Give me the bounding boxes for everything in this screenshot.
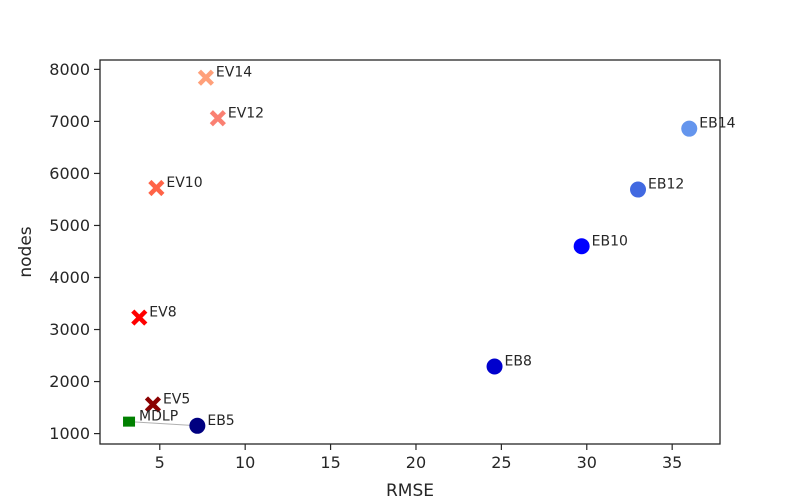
plot-area xyxy=(100,60,720,444)
label-ev14: EV14 xyxy=(216,65,252,81)
point-labels: EV14 EV12 EV10 EV8 EV5 MDLP EB5 EB8 EB10 EB12 EB14 xyxy=(139,65,736,429)
label-ev12: EV12 xyxy=(228,105,264,121)
y-axis: 1000 2000 3000 4000 5000 6000 7000 8000 xyxy=(49,60,100,443)
y-tick-label: 1000 xyxy=(49,424,90,443)
x-tick-label: 5 xyxy=(155,453,165,472)
x-axis-title: RMSE xyxy=(386,481,434,500)
x-tick-label: 10 xyxy=(235,453,255,472)
point-eb10 xyxy=(573,238,590,255)
y-tick-label: 3000 xyxy=(49,320,90,339)
y-tick-label: 2000 xyxy=(49,372,90,391)
point-ev8 xyxy=(131,309,148,326)
x-tick-label: 20 xyxy=(406,453,426,472)
point-mdlp xyxy=(123,416,136,427)
y-tick-label: 6000 xyxy=(49,164,90,183)
point-eb14 xyxy=(681,120,698,137)
point-ev12 xyxy=(209,110,226,127)
label-ev5: EV5 xyxy=(163,391,190,407)
points-layer xyxy=(123,69,698,434)
label-ev10: EV10 xyxy=(166,175,202,191)
point-ev14 xyxy=(197,69,214,86)
label-mdlp: MDLP xyxy=(139,409,178,425)
label-eb12: EB12 xyxy=(648,177,684,193)
x-axis: 5 10 15 20 25 30 35 xyxy=(155,444,682,472)
connector-layer xyxy=(129,421,198,427)
y-tick-label: 5000 xyxy=(49,216,90,235)
point-eb5 xyxy=(189,417,206,434)
point-eb12 xyxy=(630,181,647,198)
x-tick-label: 25 xyxy=(491,453,511,472)
point-ev10 xyxy=(148,179,165,197)
x-tick-label: 35 xyxy=(662,453,682,472)
y-axis-title: nodes xyxy=(16,226,36,277)
y-tick-label: 8000 xyxy=(49,60,90,79)
y-tick-label: 4000 xyxy=(49,268,90,287)
y-tick-label: 7000 xyxy=(49,112,90,131)
label-eb8: EB8 xyxy=(505,353,532,369)
label-eb14: EB14 xyxy=(699,116,735,132)
x-tick-label: 15 xyxy=(320,453,340,472)
connector-line xyxy=(129,421,198,427)
x-tick-label: 30 xyxy=(577,453,597,472)
label-eb5: EB5 xyxy=(207,413,234,429)
label-ev8: EV8 xyxy=(149,305,176,321)
point-ev5 xyxy=(144,396,162,413)
point-eb8 xyxy=(486,358,503,375)
label-eb10: EB10 xyxy=(592,233,628,249)
plot-frame xyxy=(99,59,721,445)
